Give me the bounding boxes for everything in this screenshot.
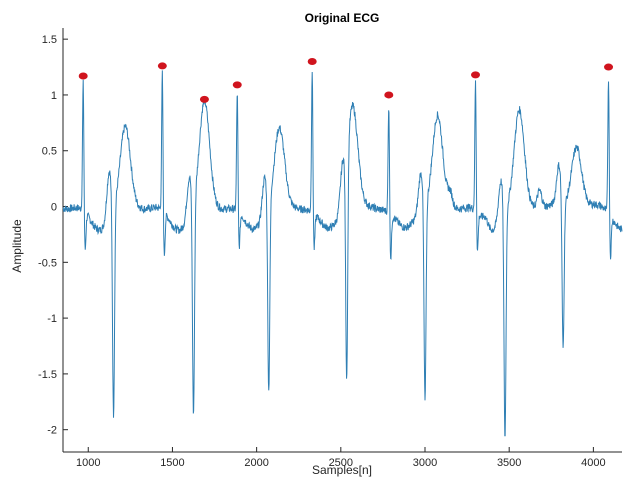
x-tick-label: 2500 [329, 457, 353, 469]
y-tick-label: -2 [47, 425, 57, 437]
y-tick-label: -0.5 [38, 257, 57, 269]
x-tick-label: 3000 [413, 457, 437, 469]
x-axis-label: Samples[n] [312, 463, 372, 477]
r-peak-marker [199, 95, 209, 103]
y-tick-label: 1 [51, 90, 57, 102]
x-tick-label: 4000 [581, 457, 605, 469]
y-axis-label: Amplitude [10, 219, 24, 273]
r-peak-marker [384, 91, 394, 99]
x-tick-label: 3500 [497, 457, 521, 469]
chart-title: Original ECG [305, 11, 380, 25]
r-peak-marker [232, 81, 242, 89]
y-tick-label: 1.5 [42, 34, 57, 46]
r-peak-marker [471, 71, 481, 79]
r-peak-marker [78, 72, 88, 80]
y-tick-label: -1.5 [38, 369, 57, 381]
x-tick-label: 1000 [76, 457, 100, 469]
plot-area: 1000 1500 2000 2500 3000 3500 4000 1.5 1 0.5 0 -0.5… [38, 28, 623, 469]
y-tick-label: 0 [51, 202, 57, 214]
ecg-signal-line [62, 70, 623, 437]
x-tick-label: 2000 [244, 457, 268, 469]
y-tick-label: -1 [47, 313, 57, 325]
y-tick-label: 0.5 [42, 146, 57, 158]
x-tick-label: 1500 [160, 457, 184, 469]
r-peak-marker [307, 57, 317, 65]
r-peak-marker [604, 63, 614, 71]
r-peak-marker [157, 62, 167, 70]
